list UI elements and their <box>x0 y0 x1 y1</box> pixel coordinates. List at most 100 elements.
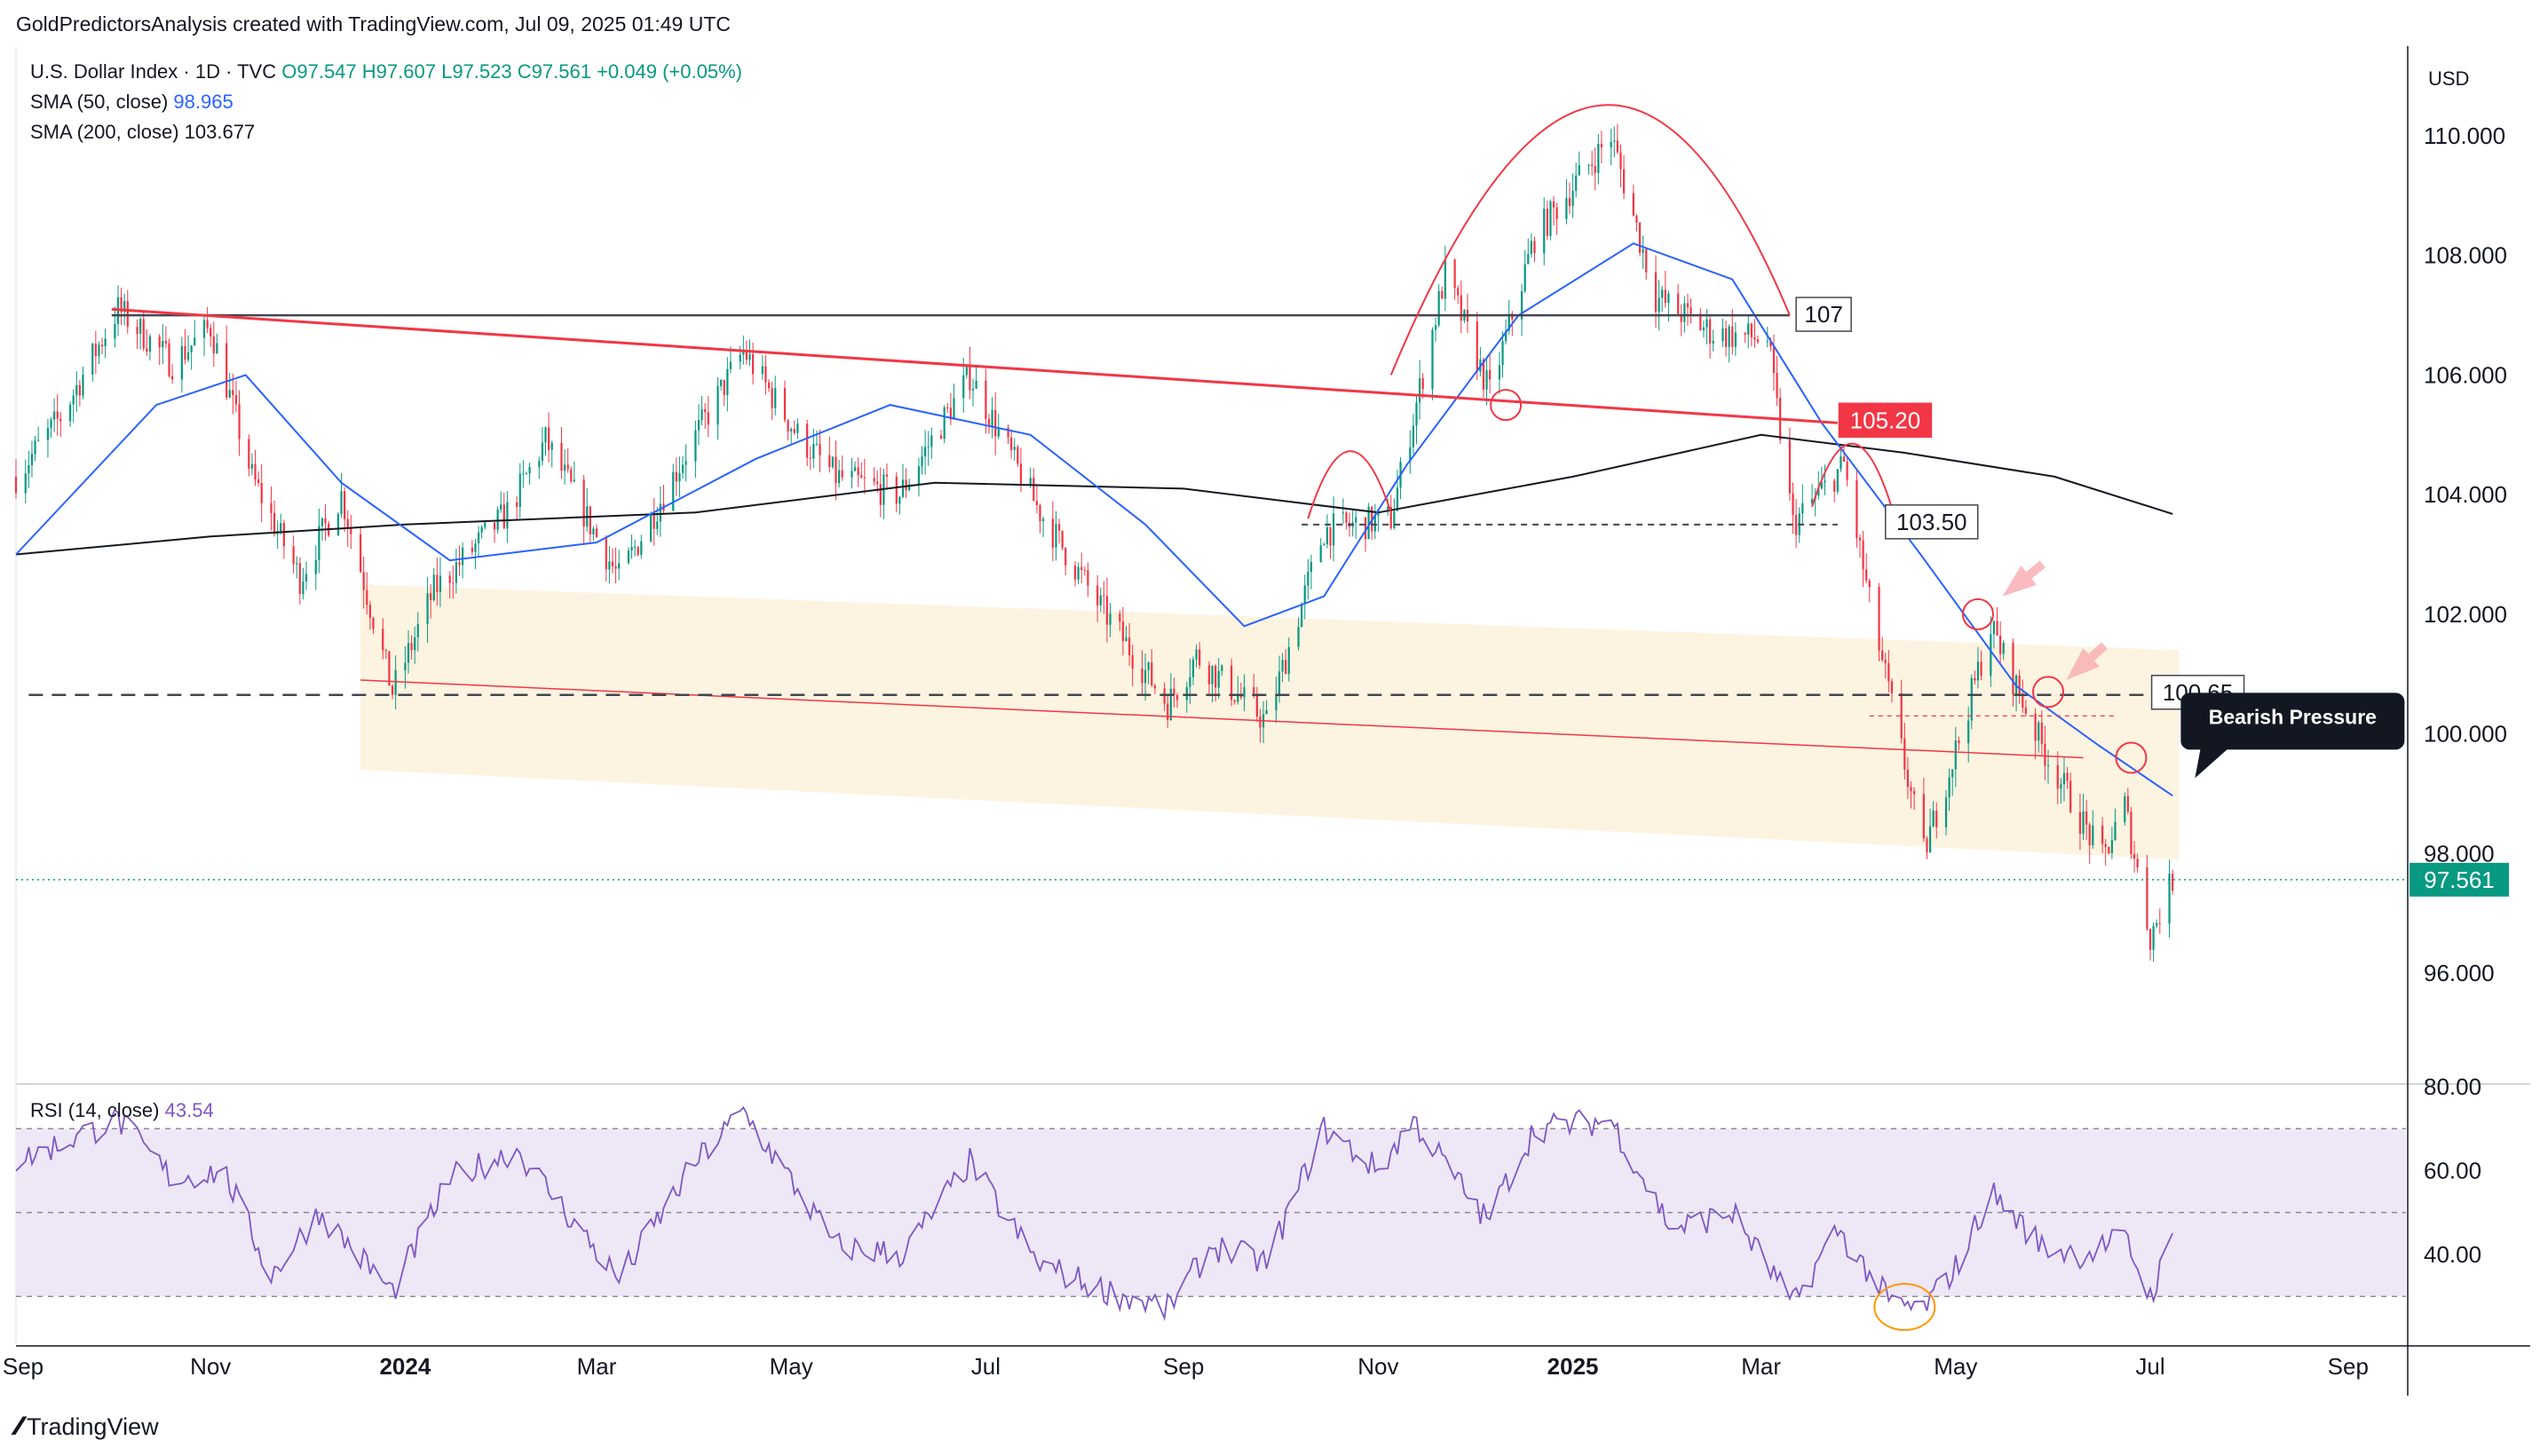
candle-body <box>1638 222 1642 253</box>
candle-body <box>1658 297 1660 313</box>
rsi-oversold-circle <box>1873 1283 1936 1332</box>
candle-body <box>1482 359 1485 390</box>
candle-body <box>1840 456 1842 470</box>
candle-body <box>675 471 677 482</box>
candle-body <box>1820 482 1823 489</box>
candle-body <box>1912 791 1916 795</box>
candle-body <box>368 605 371 619</box>
candle-body <box>2124 795 2126 822</box>
candle-body <box>273 512 276 534</box>
candle-body <box>739 354 741 362</box>
candle-body <box>634 547 637 549</box>
candle-body <box>1858 537 1862 541</box>
candle-body <box>1616 140 1619 153</box>
rsi-legend[interactable]: RSI (14, close) 43.54 <box>30 1099 214 1122</box>
candle-body <box>104 338 107 347</box>
candle-body <box>649 513 653 542</box>
touch-circle-3 <box>2032 676 2065 708</box>
candle-body <box>1017 447 1019 464</box>
candle-body <box>522 473 525 475</box>
candle-body <box>2088 824 2091 846</box>
candle-body <box>184 345 186 360</box>
candle-body <box>618 563 621 569</box>
candle-body <box>748 354 751 360</box>
candle-body <box>1007 427 1009 438</box>
candle-body <box>1998 635 2002 654</box>
candle-body <box>190 345 193 352</box>
candle-body <box>969 365 971 391</box>
candle-body <box>1772 346 1776 374</box>
candle-body <box>414 637 416 651</box>
candle-body <box>114 323 116 339</box>
candle-body <box>1259 716 1262 728</box>
sma50-value: 98.965 <box>173 91 233 113</box>
candle-body <box>1571 190 1574 207</box>
candle-body <box>949 408 952 420</box>
candle-body <box>1568 198 1571 207</box>
candle-body <box>1552 201 1555 208</box>
candle-body <box>985 380 987 419</box>
candle-body <box>962 375 965 399</box>
candle-body <box>158 336 161 348</box>
candle-body <box>1744 332 1746 335</box>
low-value: L97.523 <box>441 60 512 83</box>
candle-body <box>1810 499 1814 503</box>
candle-body <box>2069 780 2072 812</box>
candle-body <box>296 563 298 565</box>
time-tick-label: Sep <box>3 1353 44 1380</box>
candle-body <box>729 361 732 369</box>
label-107-box <box>1795 297 1852 332</box>
candle-body <box>148 336 152 352</box>
candle-body <box>2130 811 2133 854</box>
candle-body <box>1600 143 1603 148</box>
symbol-legend[interactable]: U.S. Dollar Index · 1D · TVC O97.547 H97… <box>30 60 742 83</box>
candle-body <box>1575 175 1578 191</box>
candle-body <box>684 461 687 465</box>
candle-body <box>1061 530 1064 549</box>
sma200-legend[interactable]: SMA (200, close) 103.677 <box>30 121 255 144</box>
candle-body <box>458 562 461 566</box>
candle-body <box>1341 512 1344 514</box>
candle-body <box>139 319 142 335</box>
candle-body <box>1457 288 1460 296</box>
candle-body <box>1622 169 1626 194</box>
price-tick-label: 98.000 <box>2424 840 2495 866</box>
candle-body <box>895 476 898 504</box>
candle-body <box>336 513 340 536</box>
candle-body <box>270 502 273 513</box>
candle-body <box>1323 544 1325 546</box>
candle-body <box>783 388 787 421</box>
candle-body <box>452 582 455 584</box>
candle-body <box>1175 695 1179 700</box>
candle-body <box>2126 795 2129 812</box>
candle-body <box>589 506 591 535</box>
candle-body <box>1951 769 1954 778</box>
candle-body <box>1926 838 1928 853</box>
candle-body <box>774 388 777 408</box>
candle-body <box>1421 378 1424 390</box>
candle-body <box>1253 687 1255 696</box>
tradingview-logo[interactable]: ⁄⁄ TradingView <box>16 1412 159 1442</box>
rsi-label: RSI (14, close) <box>30 1099 160 1121</box>
candle-body <box>1728 326 1730 347</box>
candle-body <box>1033 478 1035 502</box>
candle-body <box>1319 545 1322 563</box>
candle-body <box>410 643 413 651</box>
candle-body <box>1119 613 1121 622</box>
candle-body <box>1167 703 1169 720</box>
candle-body <box>637 547 639 556</box>
candle-body <box>1635 215 1638 223</box>
candle-body <box>991 409 993 427</box>
candle-body <box>1549 201 1552 236</box>
tradingview-brand: TradingView <box>27 1412 159 1440</box>
candle-body <box>1661 289 1664 298</box>
change-value: +0.049 (+0.05%) <box>597 60 742 83</box>
candle-body <box>448 575 451 583</box>
candle-body <box>525 473 528 475</box>
candle-body <box>53 411 56 420</box>
candle-body <box>793 429 795 433</box>
candle-body <box>1332 513 1335 546</box>
sma50-legend[interactable]: SMA (50, close) 98.965 <box>30 91 233 114</box>
candle-body <box>1389 506 1392 528</box>
